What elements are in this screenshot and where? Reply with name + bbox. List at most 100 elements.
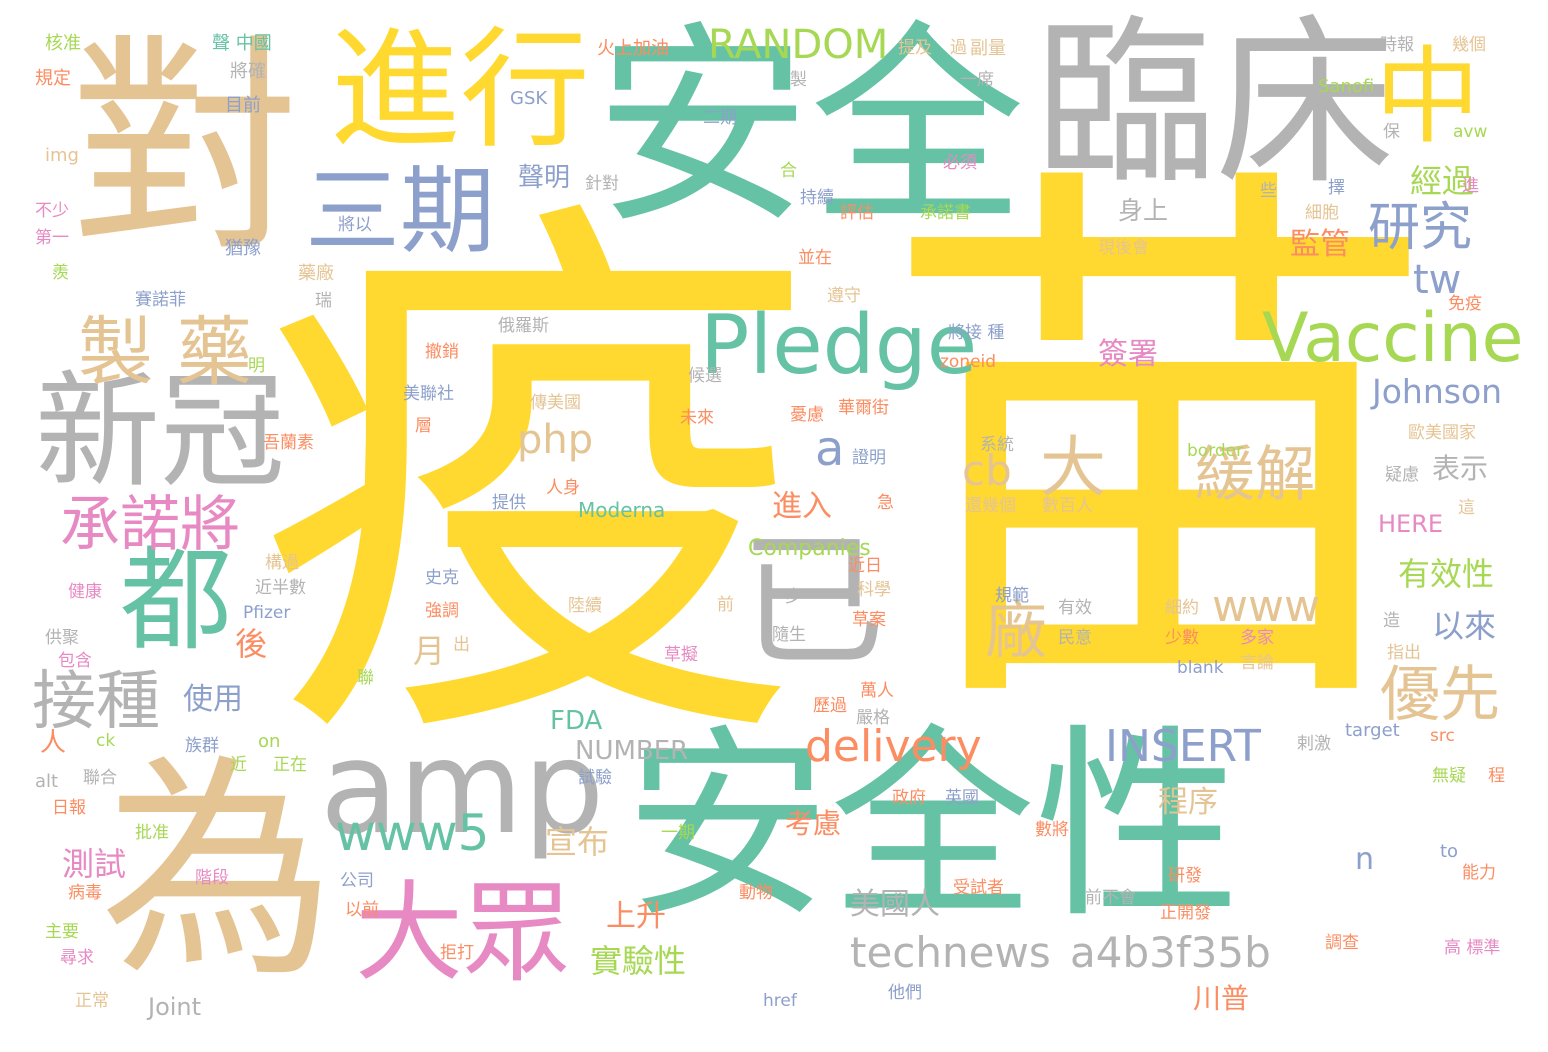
cloud-word: Moderna xyxy=(578,498,666,522)
cloud-word: 數百人 xyxy=(1042,496,1093,516)
cloud-word: 正在 xyxy=(273,755,307,775)
cloud-word: 研究 xyxy=(1368,198,1473,258)
cloud-word: 使用 xyxy=(183,682,243,717)
cloud-word: 大 xyxy=(1040,429,1106,506)
cloud-word: RANDOM xyxy=(708,22,889,68)
cloud-word: 族群 xyxy=(185,736,219,756)
cloud-word: 正常 xyxy=(75,991,109,1011)
cloud-word: amp xyxy=(320,714,605,863)
cloud-word: 已 xyxy=(740,518,885,687)
cloud-word: 經過 xyxy=(1410,162,1475,200)
cloud-word: target xyxy=(1345,720,1400,741)
cloud-word: 前 xyxy=(717,595,734,615)
cloud-word: 一席 xyxy=(960,70,994,90)
cloud-word: tw xyxy=(1413,257,1462,303)
cloud-word: php xyxy=(517,417,594,463)
cloud-word: 評估 xyxy=(840,203,874,223)
cloud-word: technews xyxy=(850,928,1051,977)
cloud-word: www5 xyxy=(335,804,490,862)
cloud-word: 撤銷 xyxy=(425,342,459,362)
cloud-word: 科學 xyxy=(857,580,891,600)
cloud-word: 證明 xyxy=(852,448,886,468)
cloud-word: 副量 xyxy=(970,38,1006,59)
cloud-word: 保 xyxy=(1383,122,1400,142)
cloud-word: 第一 xyxy=(35,228,69,248)
cloud-word: 一步 xyxy=(768,587,802,607)
cloud-word: 華爾街 xyxy=(838,398,889,418)
cloud-word: 指出 xyxy=(1387,643,1421,663)
cloud-word: 過 xyxy=(950,38,967,58)
cloud-word: avw xyxy=(1453,122,1488,142)
cloud-word: 受試者 xyxy=(953,878,1004,898)
cloud-word: 正開發 xyxy=(1160,903,1211,923)
cloud-word: 歐美國家 xyxy=(1408,423,1476,443)
cloud-word: 無疑 xyxy=(1432,766,1466,786)
cloud-word: 公司 xyxy=(340,871,374,891)
cloud-word: 細胞 xyxy=(1305,203,1339,223)
cloud-word: Companies xyxy=(748,536,871,561)
cloud-word: 能力 xyxy=(1462,863,1496,883)
cloud-word: 層 xyxy=(415,416,432,436)
cloud-word: 實驗性 xyxy=(590,942,687,980)
cloud-word: 些 xyxy=(1260,181,1277,201)
cloud-word: 宣布 xyxy=(545,823,610,861)
cloud-word: 安全性 xyxy=(625,708,1240,946)
cloud-word: 近 xyxy=(230,755,247,775)
cloud-word: 核准 xyxy=(45,33,81,54)
cloud-word: 針對 xyxy=(585,174,619,194)
cloud-word: 憂慮 xyxy=(790,405,824,425)
cloud-word: 言論 xyxy=(1240,653,1274,673)
cloud-word: NUMBER xyxy=(575,736,689,766)
cloud-word: 合 xyxy=(780,161,797,181)
cloud-word: 簽署 xyxy=(1098,337,1158,372)
cloud-word: zoneid xyxy=(940,352,997,372)
cloud-word: 隨生 xyxy=(772,625,806,645)
cloud-word: Vaccine xyxy=(1262,299,1524,378)
cloud-word: 日報 xyxy=(52,798,86,818)
cloud-word: 候選 xyxy=(688,366,722,386)
cloud-word: 系統 xyxy=(980,435,1014,455)
cloud-word: delivery xyxy=(805,721,982,772)
cloud-word: 階段 xyxy=(195,868,229,888)
cloud-word: 剌激 xyxy=(1297,734,1331,754)
cloud-word: 規定 xyxy=(35,68,71,89)
cloud-word: 供聚 xyxy=(45,628,79,648)
cloud-word: 考慮 xyxy=(785,807,842,840)
cloud-word: 吾蘭素 xyxy=(263,433,314,453)
cloud-word: 賽諾菲 xyxy=(135,290,186,310)
cloud-word: FDA xyxy=(550,706,603,736)
cloud-word: 規範 xyxy=(995,586,1029,606)
cloud-word: 苗 xyxy=(880,124,1440,776)
cloud-word: 聲明 xyxy=(518,163,571,193)
cloud-word: 近半數 xyxy=(255,578,306,598)
cloud-word: 臨床 xyxy=(1035,0,1396,209)
cloud-word: 製 xyxy=(790,70,807,90)
cloud-word: a xyxy=(815,421,845,477)
cloud-word: 月 xyxy=(413,632,446,670)
cloud-word: 人身 xyxy=(546,478,580,498)
cloud-word: 拒打 xyxy=(440,943,474,963)
cloud-word: 後 xyxy=(235,625,268,663)
cloud-word: 英國 xyxy=(945,788,979,808)
cloud-word: on xyxy=(258,731,281,752)
cloud-word: 接種 xyxy=(32,665,160,739)
cloud-word: 美國人 xyxy=(850,887,940,922)
cloud-word: 承諾將 xyxy=(60,490,240,560)
cloud-word: 有效 xyxy=(1058,598,1092,618)
cloud-word: 草案 xyxy=(852,610,886,630)
cloud-word: 少數 xyxy=(1165,628,1199,648)
cloud-word: 調查 xyxy=(1325,933,1359,953)
cloud-word: 前不會 xyxy=(1085,888,1136,908)
cloud-word: Sanofi xyxy=(1318,76,1375,97)
cloud-word: 都 xyxy=(120,536,232,666)
cloud-word: 對 xyxy=(70,16,301,283)
cloud-word: 藥廠 xyxy=(298,263,334,284)
cloud-word: img xyxy=(45,145,79,166)
cloud-word: to xyxy=(1440,841,1459,862)
cloud-word: 包含 xyxy=(58,651,92,671)
cloud-word: 構過 xyxy=(265,553,299,573)
cloud-word: 批准 xyxy=(135,823,169,843)
cloud-word: 以來 xyxy=(1432,607,1497,645)
cloud-word: 緩解 xyxy=(1195,440,1315,510)
cloud-word: 陸續 xyxy=(568,596,602,616)
